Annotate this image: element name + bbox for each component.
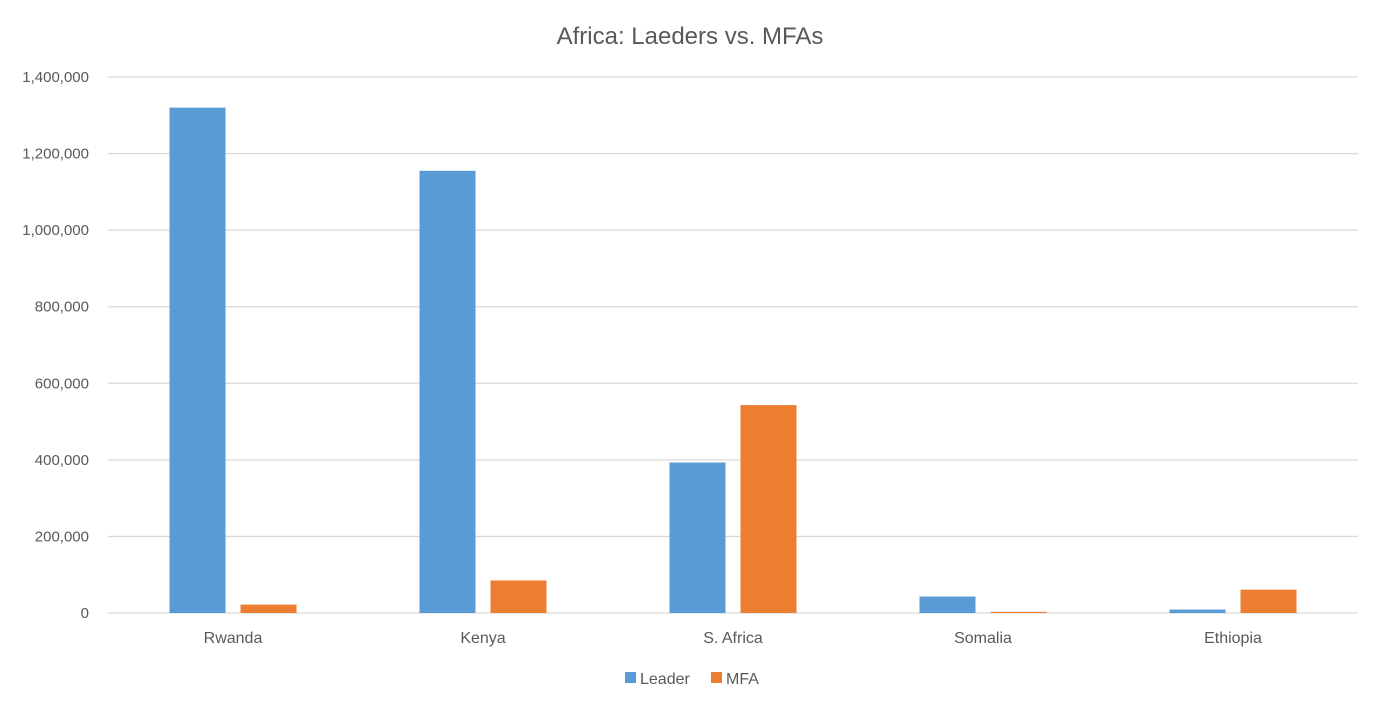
y-axis-ticks: 0 200,000 400,000 600,000 800,000 1,000,000 1,… bbox=[22, 69, 89, 622]
x-category-label: Ethiopia bbox=[1204, 630, 1262, 647]
gridlines bbox=[108, 76, 1358, 614]
bar-mfa-ethiopia bbox=[1240, 589, 1297, 613]
bar-leader-rwanda bbox=[169, 107, 226, 613]
chart-title: Africa: Laeders vs. MFAs bbox=[557, 23, 824, 50]
bar-leader-kenya bbox=[419, 170, 476, 614]
legend-label-mfa: MFA bbox=[726, 671, 759, 688]
bar-leader-ethiopia bbox=[1169, 609, 1226, 613]
x-category-label: Somalia bbox=[954, 630, 1012, 647]
legend-swatch-mfa bbox=[711, 672, 722, 683]
bar-leader-s-africa bbox=[669, 462, 726, 613]
x-category-label: S. Africa bbox=[703, 630, 763, 647]
y-tick-label: 400,000 bbox=[35, 452, 89, 469]
bar-mfa-kenya bbox=[490, 580, 547, 613]
legend: Leader MFA bbox=[625, 671, 759, 688]
y-tick-label: 600,000 bbox=[35, 375, 89, 392]
x-axis-categories: Rwanda Kenya S. Africa Somalia Ethiopia bbox=[204, 630, 1262, 647]
bar-mfa-s-africa bbox=[740, 405, 797, 613]
bar-leader-somalia bbox=[919, 596, 976, 613]
bar-mfa-somalia bbox=[990, 611, 1047, 613]
legend-swatch-leader bbox=[625, 672, 636, 683]
bars bbox=[169, 107, 1297, 614]
y-tick-label: 200,000 bbox=[35, 528, 89, 545]
y-tick-label: 1,200,000 bbox=[22, 146, 89, 163]
legend-label-leader: Leader bbox=[640, 671, 690, 688]
y-tick-label: 1,400,000 bbox=[22, 69, 89, 86]
bar-mfa-rwanda bbox=[240, 604, 297, 613]
y-tick-label: 0 bbox=[81, 605, 89, 622]
x-category-label: Rwanda bbox=[204, 630, 263, 647]
y-tick-label: 1,000,000 bbox=[22, 222, 89, 239]
x-category-label: Kenya bbox=[460, 630, 505, 647]
y-tick-label: 800,000 bbox=[35, 299, 89, 316]
